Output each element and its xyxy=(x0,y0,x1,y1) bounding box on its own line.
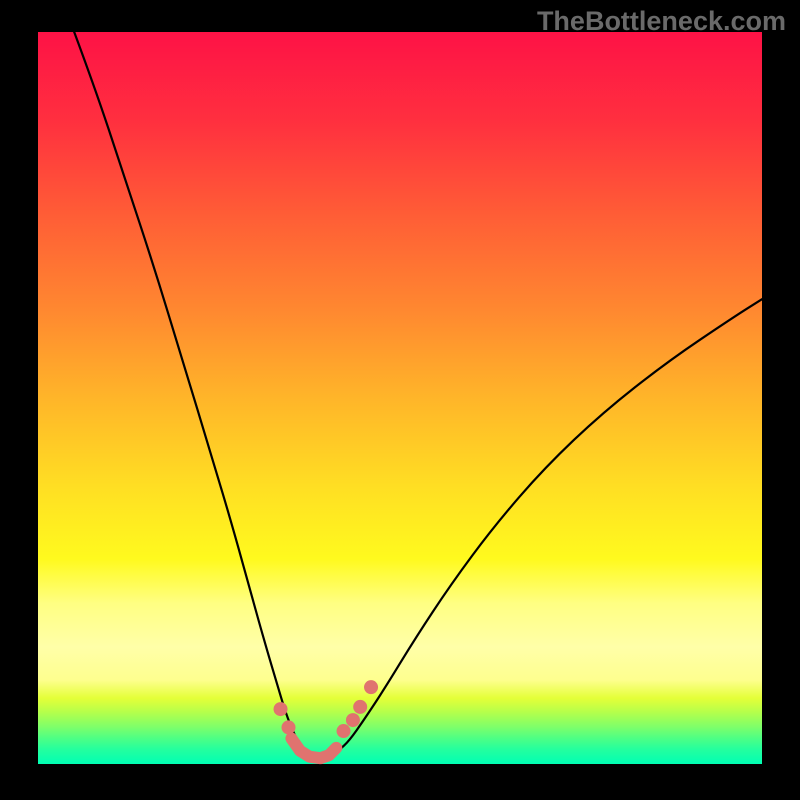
bottleneck-chart xyxy=(0,0,800,800)
chart-background xyxy=(38,32,762,764)
marker-dot xyxy=(337,724,351,738)
watermark-text: TheBottleneck.com xyxy=(537,6,786,37)
marker-dot xyxy=(282,720,296,734)
marker-dot xyxy=(274,702,288,716)
marker-dot xyxy=(364,680,378,694)
marker-dot xyxy=(353,700,367,714)
marker-dot xyxy=(346,713,360,727)
chart-container: TheBottleneck.com xyxy=(0,0,800,800)
